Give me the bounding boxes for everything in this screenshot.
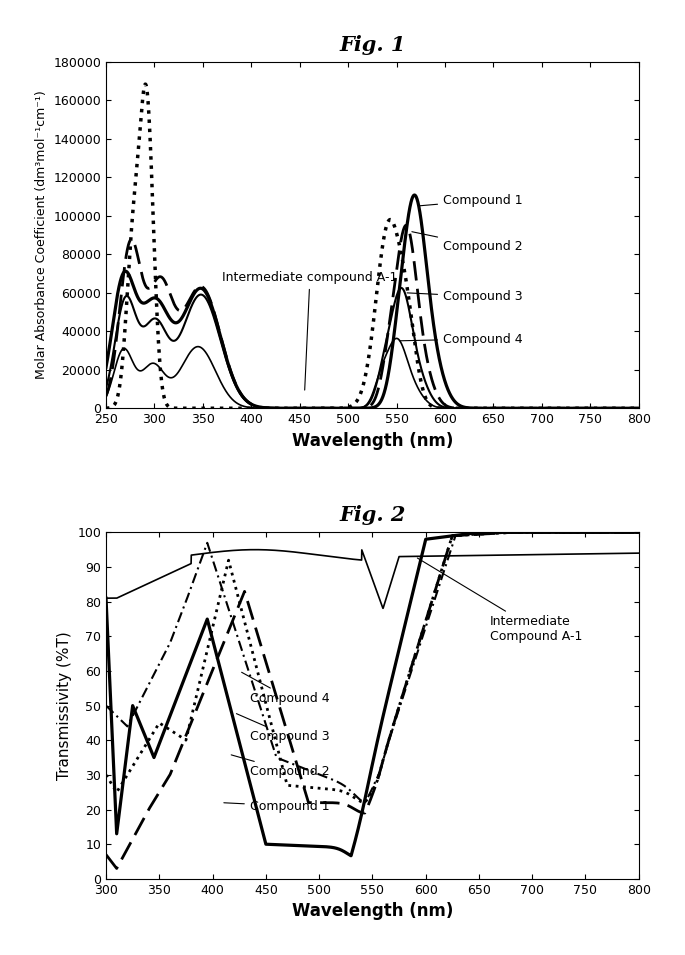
Text: Compound 4: Compound 4 bbox=[399, 332, 523, 346]
Text: Compound 3: Compound 3 bbox=[407, 290, 523, 303]
Y-axis label: Transmissivity (%T): Transmissivity (%T) bbox=[57, 631, 72, 780]
Text: Compound 2: Compound 2 bbox=[412, 232, 523, 253]
Y-axis label: Molar Absorbance Coefficient (dm³mol⁻¹cm⁻¹): Molar Absorbance Coefficient (dm³mol⁻¹cm… bbox=[35, 91, 48, 379]
Text: Compound 2: Compound 2 bbox=[231, 754, 329, 778]
Text: Compound 1: Compound 1 bbox=[224, 799, 329, 813]
Text: Compound 3: Compound 3 bbox=[236, 713, 329, 743]
Text: Intermediate
Compound A-1: Intermediate Compound A-1 bbox=[417, 558, 582, 644]
X-axis label: Wavelength (nm): Wavelength (nm) bbox=[292, 432, 453, 450]
Text: Intermediate compound A-1: Intermediate compound A-1 bbox=[222, 271, 397, 391]
Title: Fig. 2: Fig. 2 bbox=[339, 505, 406, 525]
Title: Fig. 1: Fig. 1 bbox=[339, 34, 406, 54]
Text: Compound 4: Compound 4 bbox=[242, 672, 329, 705]
X-axis label: Wavelength (nm): Wavelength (nm) bbox=[292, 902, 453, 921]
Text: Compound 1: Compound 1 bbox=[419, 194, 523, 207]
